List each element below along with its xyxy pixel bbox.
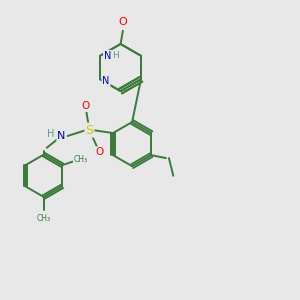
Text: N: N [57,131,66,141]
Text: N: N [102,76,110,86]
Text: O: O [81,101,89,111]
Text: CH₃: CH₃ [37,214,51,223]
Text: O: O [118,17,127,27]
Text: S: S [85,124,93,136]
Text: O: O [96,147,104,157]
Text: H: H [112,51,119,60]
Text: H: H [47,129,54,139]
Text: CH₃: CH₃ [74,155,88,164]
Text: N: N [104,51,111,61]
